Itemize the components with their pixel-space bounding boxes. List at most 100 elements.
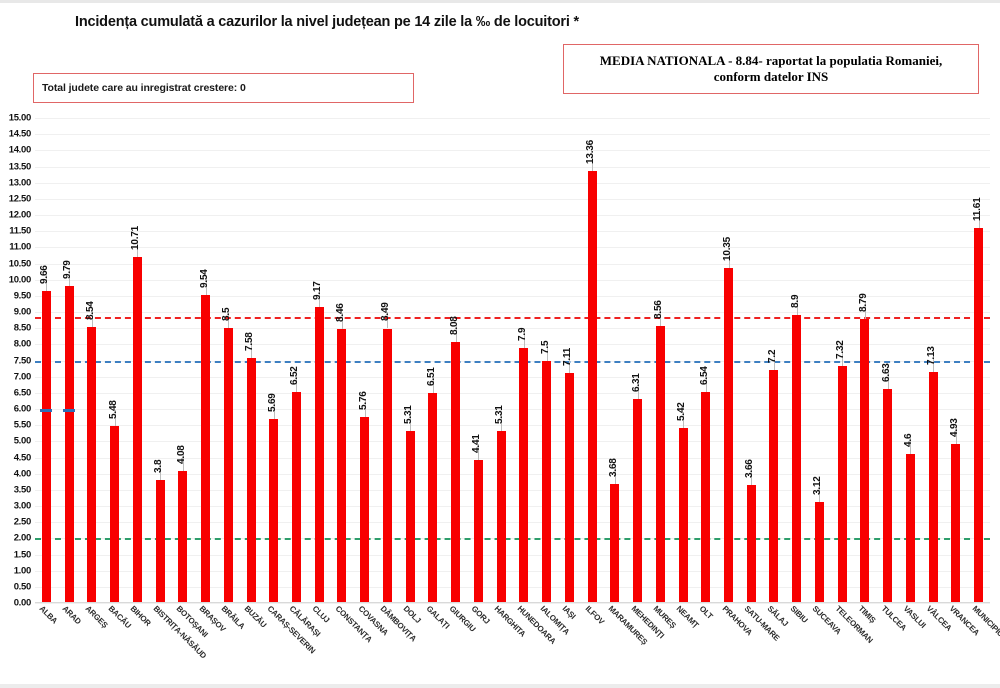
y-tick-label: 14.50 [8, 128, 32, 140]
bar[interactable] [155, 480, 165, 603]
bar[interactable] [610, 484, 620, 603]
bar[interactable] [519, 347, 529, 603]
bar-slot: 13.36 [581, 118, 604, 603]
label-leader-line [69, 270, 71, 287]
bar-value-label: 11.61 [971, 197, 983, 221]
bar[interactable] [724, 268, 733, 603]
bar[interactable] [405, 431, 415, 603]
x-tick-label: DOLJ [401, 604, 423, 625]
bar-value-label: 7.9 [516, 327, 528, 341]
bar[interactable] [337, 329, 347, 603]
bar-value-label: 8.54 [84, 301, 96, 320]
bar-value-label: 5.31 [403, 405, 415, 425]
y-tick-label: 3.50 [13, 484, 32, 496]
bar[interactable] [360, 416, 370, 603]
bar[interactable] [496, 431, 506, 603]
bar-slot: 5.31 [399, 118, 422, 603]
y-tick-label: 5.00 [13, 435, 32, 447]
bar[interactable] [110, 425, 120, 603]
bar[interactable] [655, 326, 665, 603]
bar[interactable] [792, 315, 802, 603]
bar[interactable] [678, 427, 688, 603]
bar-slot: 7.9 [513, 118, 536, 603]
bar-slot: 11.61 [967, 118, 990, 603]
bar[interactable] [905, 454, 915, 603]
bar[interactable] [223, 328, 233, 603]
bar-slot: 9.79 [58, 118, 81, 603]
y-tick-label: 3.00 [13, 500, 32, 512]
bar[interactable] [269, 419, 279, 603]
gridline [35, 150, 990, 152]
bar[interactable] [860, 318, 870, 603]
y-tick-label: 6.50 [13, 387, 32, 399]
y-tick-label: 0.00 [13, 597, 32, 609]
bar-slot: 4.08 [171, 118, 194, 603]
bar[interactable] [291, 392, 301, 603]
bar-slot: 7.32 [831, 118, 854, 603]
label-leader-line [660, 310, 662, 327]
bar[interactable] [41, 290, 51, 603]
x-tick-label: BUZĂU [242, 604, 269, 630]
gridline [35, 118, 990, 119]
bar[interactable] [746, 484, 756, 603]
gridline [35, 328, 990, 330]
gridline [35, 312, 990, 313]
bar[interactable] [132, 256, 142, 603]
bar-slot: 5.48 [103, 118, 126, 603]
bar[interactable] [701, 391, 711, 603]
bar[interactable] [587, 171, 597, 603]
bar[interactable] [542, 360, 552, 603]
label-leader-line [364, 400, 366, 417]
label-leader-line [432, 376, 434, 393]
gridline [35, 263, 990, 265]
bar-value-label: 7.11 [562, 347, 574, 367]
bar-value-label: 3.66 [744, 458, 756, 478]
bar[interactable] [246, 357, 256, 603]
bar-value-label: 7.5 [539, 340, 551, 354]
label-leader-line [592, 155, 594, 172]
y-tick-label: 13.00 [8, 177, 32, 189]
label-leader-line [296, 376, 298, 393]
bar[interactable] [451, 341, 461, 603]
bar[interactable] [814, 502, 824, 603]
y-tick-label: 13.50 [8, 161, 32, 172]
x-tick-label: BIHOR [128, 604, 153, 628]
reference-line-national-average [35, 317, 990, 320]
bar[interactable] [314, 306, 324, 603]
bar-slot: 6.51 [422, 118, 445, 603]
bar[interactable] [64, 286, 74, 603]
x-tick-label: MUNICIPIUL BUCUREȘTI [970, 604, 1000, 675]
bar[interactable] [201, 294, 211, 603]
y-tick-label: 2.00 [13, 532, 32, 544]
bar-slot: 8.08 [444, 118, 467, 603]
bar[interactable] [769, 370, 779, 603]
bar[interactable] [473, 460, 483, 603]
y-tick-label: 1.50 [13, 549, 32, 560]
label-leader-line [160, 464, 162, 481]
national-average-note-line2: conform datelor INS [713, 69, 829, 84]
bar[interactable] [951, 443, 961, 603]
bar[interactable] [428, 392, 438, 603]
x-tick-label: CLUJ [310, 604, 332, 625]
bottom-divider [0, 684, 1000, 688]
bar[interactable] [837, 366, 847, 603]
bar-slot: 3.12 [808, 118, 831, 603]
bar[interactable] [87, 326, 97, 603]
y-tick-label: 4.00 [13, 468, 32, 480]
bar-slot: 6.52 [285, 118, 308, 603]
gridline [35, 570, 990, 572]
bar[interactable] [633, 398, 643, 603]
gridline [35, 457, 990, 459]
x-tick-label: SIBIU [788, 604, 810, 625]
bar[interactable] [928, 372, 938, 603]
bar-value-label: 9.79 [62, 260, 74, 280]
bar[interactable] [883, 388, 893, 603]
bar-value-label: 6.54 [698, 365, 710, 385]
bar[interactable] [178, 471, 188, 603]
bar[interactable] [974, 227, 984, 603]
bar[interactable] [382, 328, 392, 603]
bar[interactable] [564, 373, 574, 603]
gridline [35, 182, 990, 184]
bar-slot: 9.17 [308, 118, 331, 603]
page-title: Incidența cumulată a cazurilor la nivel … [75, 14, 579, 30]
